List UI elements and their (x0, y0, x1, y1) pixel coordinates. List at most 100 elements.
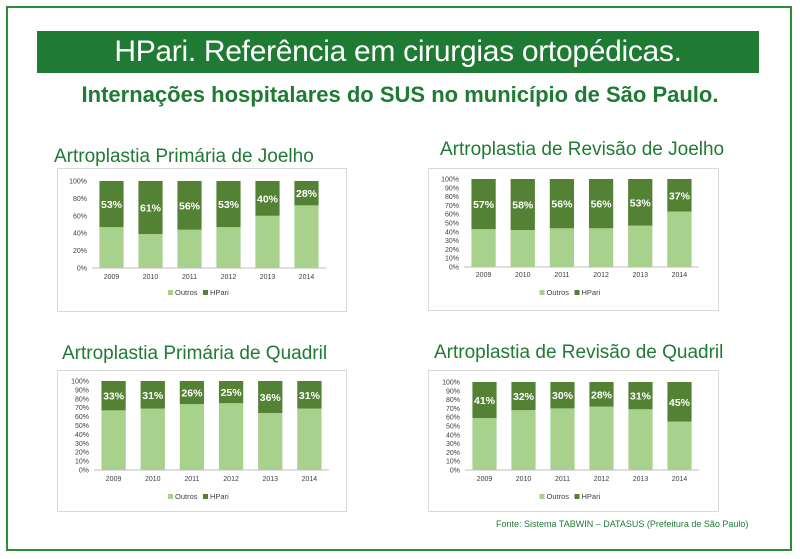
y-tick-label: 60% (73, 213, 87, 220)
y-tick-label: 0% (79, 468, 89, 475)
x-tick-label: 2012 (223, 476, 239, 483)
bar-hpari (471, 179, 496, 230)
y-tick-label: 30% (75, 441, 89, 448)
y-tick-label: 70% (446, 406, 460, 413)
bar-outros (255, 215, 280, 268)
bar-outros (294, 205, 319, 268)
data-label-hpari: 28% (296, 188, 318, 200)
y-tick-label: 20% (445, 247, 459, 254)
data-label-hpari: 36% (260, 392, 282, 404)
bar-outros (471, 229, 496, 267)
x-tick-label: 2009 (476, 272, 492, 279)
legend-swatch-hpari (574, 290, 580, 295)
bar-hpari (297, 381, 322, 409)
y-tick-label: 60% (75, 414, 89, 421)
bar-hpari (472, 382, 497, 419)
y-tick-label: 30% (445, 238, 459, 245)
y-tick-label: 40% (75, 432, 89, 439)
bar-hpari (258, 381, 283, 414)
y-tick-label: 70% (445, 203, 459, 210)
legend-label-hpari: HPari (582, 492, 601, 501)
y-tick-label: 60% (446, 415, 460, 422)
bar-outros (258, 413, 283, 470)
y-tick-label: 100% (442, 380, 460, 387)
data-label-hpari: 40% (257, 193, 279, 205)
chart-revisao-quadril: 0% 10% 20% 30% 40% 50% 60% 70% 80% 90% 100% 41% 2009… (428, 370, 719, 512)
y-tick-label: 0% (449, 265, 459, 272)
y-tick-label: 10% (445, 256, 459, 263)
y-tick-label: 80% (73, 196, 87, 203)
legend-label-outros: Outros (175, 288, 198, 297)
x-tick-label: 2010 (143, 274, 159, 281)
chart-svg-revisao-quadril: 0% 10% 20% 30% 40%50% 60% 70% 80% 90%100% 41% 2009… (442, 380, 699, 501)
bar-outros (510, 230, 535, 267)
x-tick-label: 2013 (633, 476, 649, 483)
data-label-hpari: 37% (669, 190, 691, 202)
data-label-hpari: 56% (179, 200, 201, 212)
y-tick-label: 100% (69, 179, 87, 186)
bar-outros (511, 410, 536, 470)
x-tick-label: 2014 (672, 272, 688, 279)
bar-outros (667, 421, 692, 470)
data-label-hpari: 61% (140, 203, 162, 215)
x-tick-label: 2014 (302, 476, 318, 483)
bar-hpari (179, 381, 205, 405)
x-tick-label: 2009 (477, 476, 493, 483)
bar-hpari (589, 382, 614, 407)
chart-title-primaria-joelho: Artroplastia Primária de Joelho (54, 146, 314, 167)
legend-swatch-hpari (203, 494, 208, 499)
x-tick-label: 2009 (106, 476, 122, 483)
legend-swatch-outros (539, 290, 545, 295)
y-tick-label: 20% (446, 450, 460, 457)
y-tick-label: 40% (445, 229, 459, 236)
x-tick-label: 2010 (515, 272, 531, 279)
legend-label-hpari: HPari (210, 288, 229, 297)
y-tick-label: 60% (445, 212, 459, 219)
x-tick-label: 2012 (221, 274, 237, 281)
y-tick-label: 0% (450, 468, 460, 475)
bar-hpari (138, 181, 163, 235)
x-tick-label: 2011 (184, 476, 199, 483)
x-tick-label: 2011 (554, 272, 569, 279)
bar-outros (101, 410, 126, 470)
data-label-hpari: 28% (591, 389, 613, 401)
bar-hpari (216, 181, 241, 228)
data-label-hpari: 25% (221, 387, 243, 399)
data-label-hpari: 53% (218, 199, 240, 211)
y-tick-label: 10% (75, 459, 89, 466)
x-tick-label: 2014 (672, 476, 688, 483)
chart-title-revisao-quadril: Artroplastia de Revisão de Quadril (434, 342, 724, 363)
y-tick-label: 90% (445, 185, 459, 192)
y-tick-label: 0% (77, 266, 87, 273)
y-tick-label: 80% (446, 397, 460, 404)
x-tick-label: 2010 (145, 476, 161, 483)
bar-hpari (549, 179, 575, 229)
y-tick-label: 20% (75, 450, 89, 457)
y-tick-label: 40% (73, 231, 87, 238)
bar-hpari (177, 181, 202, 230)
y-tick-label: 50% (75, 423, 89, 430)
bar-hpari (628, 179, 653, 226)
y-tick-label: 80% (445, 194, 459, 201)
bar-outros (628, 225, 653, 267)
bar-outros (99, 227, 124, 268)
legend-label-outros: Outros (547, 492, 570, 501)
data-label-hpari: 53% (630, 197, 652, 209)
data-label-hpari: 30% (552, 390, 574, 402)
data-label-hpari: 31% (299, 390, 321, 402)
x-tick-label: 2013 (262, 476, 278, 483)
y-tick-label: 50% (446, 424, 460, 431)
x-tick-label: 2014 (299, 274, 315, 281)
bar-outros (628, 409, 653, 470)
data-label-hpari: 32% (513, 391, 535, 403)
page-subtitle: Internações hospitalares do SUS no munic… (81, 82, 719, 107)
y-tick-label: 70% (75, 405, 89, 412)
legend-swatch-hpari (203, 290, 208, 295)
bar-outros (472, 418, 497, 470)
data-label-hpari: 58% (512, 200, 534, 212)
bar-outros (140, 408, 165, 470)
bar-hpari (218, 381, 244, 404)
bar-hpari (510, 179, 535, 231)
data-label-hpari: 31% (630, 391, 652, 403)
legend-label-hpari: HPari (582, 288, 601, 297)
